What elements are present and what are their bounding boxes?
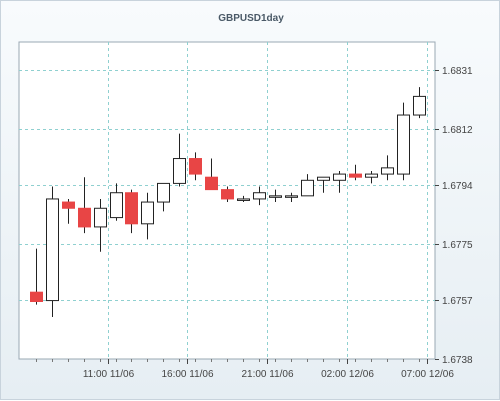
candle bbox=[141, 192, 154, 240]
candle-body-up bbox=[46, 198, 59, 302]
candle bbox=[62, 198, 75, 224]
y-tick-label: 1.6775 bbox=[442, 240, 473, 251]
candle bbox=[269, 189, 282, 203]
candle bbox=[381, 155, 394, 181]
candle-body-up bbox=[397, 114, 410, 175]
candle bbox=[173, 133, 186, 187]
candle-body-up bbox=[317, 176, 330, 181]
x-tick-label: 21:00 11/06 bbox=[241, 369, 294, 380]
candle bbox=[349, 164, 362, 181]
candle-body-up bbox=[173, 158, 186, 184]
candle bbox=[157, 182, 170, 212]
candle-body-down bbox=[189, 158, 202, 175]
y-tick-label: 1.6831 bbox=[442, 66, 473, 77]
candle-body-down bbox=[62, 201, 75, 209]
candle-body-up bbox=[253, 192, 266, 200]
candle bbox=[365, 170, 378, 184]
candle-body-up bbox=[285, 195, 298, 198]
candle-body-down bbox=[349, 173, 362, 178]
candle bbox=[253, 186, 266, 206]
candle bbox=[46, 186, 59, 318]
x-tick-label: 02:00 12/06 bbox=[321, 369, 374, 380]
grid-lines bbox=[19, 42, 435, 359]
candle-body-down bbox=[125, 192, 138, 225]
candle-body-up bbox=[301, 179, 314, 197]
x-tick-label: 11:00 11/06 bbox=[83, 369, 135, 380]
candle-body-up bbox=[141, 201, 154, 225]
y-tick-label: 1.6812 bbox=[442, 125, 473, 136]
x-tick-label: 07:00 12/06 bbox=[401, 369, 454, 380]
x-tick-label: 16:00 11/06 bbox=[161, 369, 214, 380]
candle-body-up bbox=[365, 173, 378, 178]
candle-body-down bbox=[30, 291, 43, 303]
candle-body-down bbox=[78, 207, 91, 228]
y-tick-label: 1.6794 bbox=[442, 181, 473, 192]
candle-body-up bbox=[237, 198, 250, 201]
candle bbox=[237, 195, 250, 203]
candle-body-down bbox=[205, 176, 218, 191]
candle-body-up bbox=[333, 173, 346, 181]
candle bbox=[333, 170, 346, 193]
candle bbox=[189, 152, 202, 181]
y-tick-label: 1.6738 bbox=[442, 355, 473, 366]
candle bbox=[30, 248, 43, 305]
candle bbox=[397, 102, 410, 181]
candle bbox=[110, 183, 123, 221]
candle bbox=[125, 189, 138, 234]
candle bbox=[301, 174, 314, 197]
candle bbox=[205, 158, 218, 191]
candle bbox=[221, 186, 234, 203]
axes: 1.6738 1.6757 1.6775 1.6794 1.6812 1.6831 11:0… bbox=[36, 66, 473, 380]
candle-body-down bbox=[221, 189, 234, 200]
candle bbox=[317, 176, 330, 193]
candle-body-up bbox=[157, 182, 170, 203]
candle-body-up bbox=[110, 192, 123, 219]
candle bbox=[78, 177, 91, 234]
y-tick-label: 1.6757 bbox=[442, 296, 473, 307]
candle bbox=[94, 198, 107, 252]
candle-body-up bbox=[381, 167, 394, 175]
candle-body-up bbox=[269, 195, 282, 198]
candle bbox=[285, 192, 298, 203]
chart-title: GBPUSD1day bbox=[218, 13, 284, 24]
candle bbox=[413, 87, 426, 119]
candle-body-up bbox=[94, 207, 107, 228]
candles bbox=[30, 87, 426, 318]
candle-body-up bbox=[413, 95, 426, 116]
